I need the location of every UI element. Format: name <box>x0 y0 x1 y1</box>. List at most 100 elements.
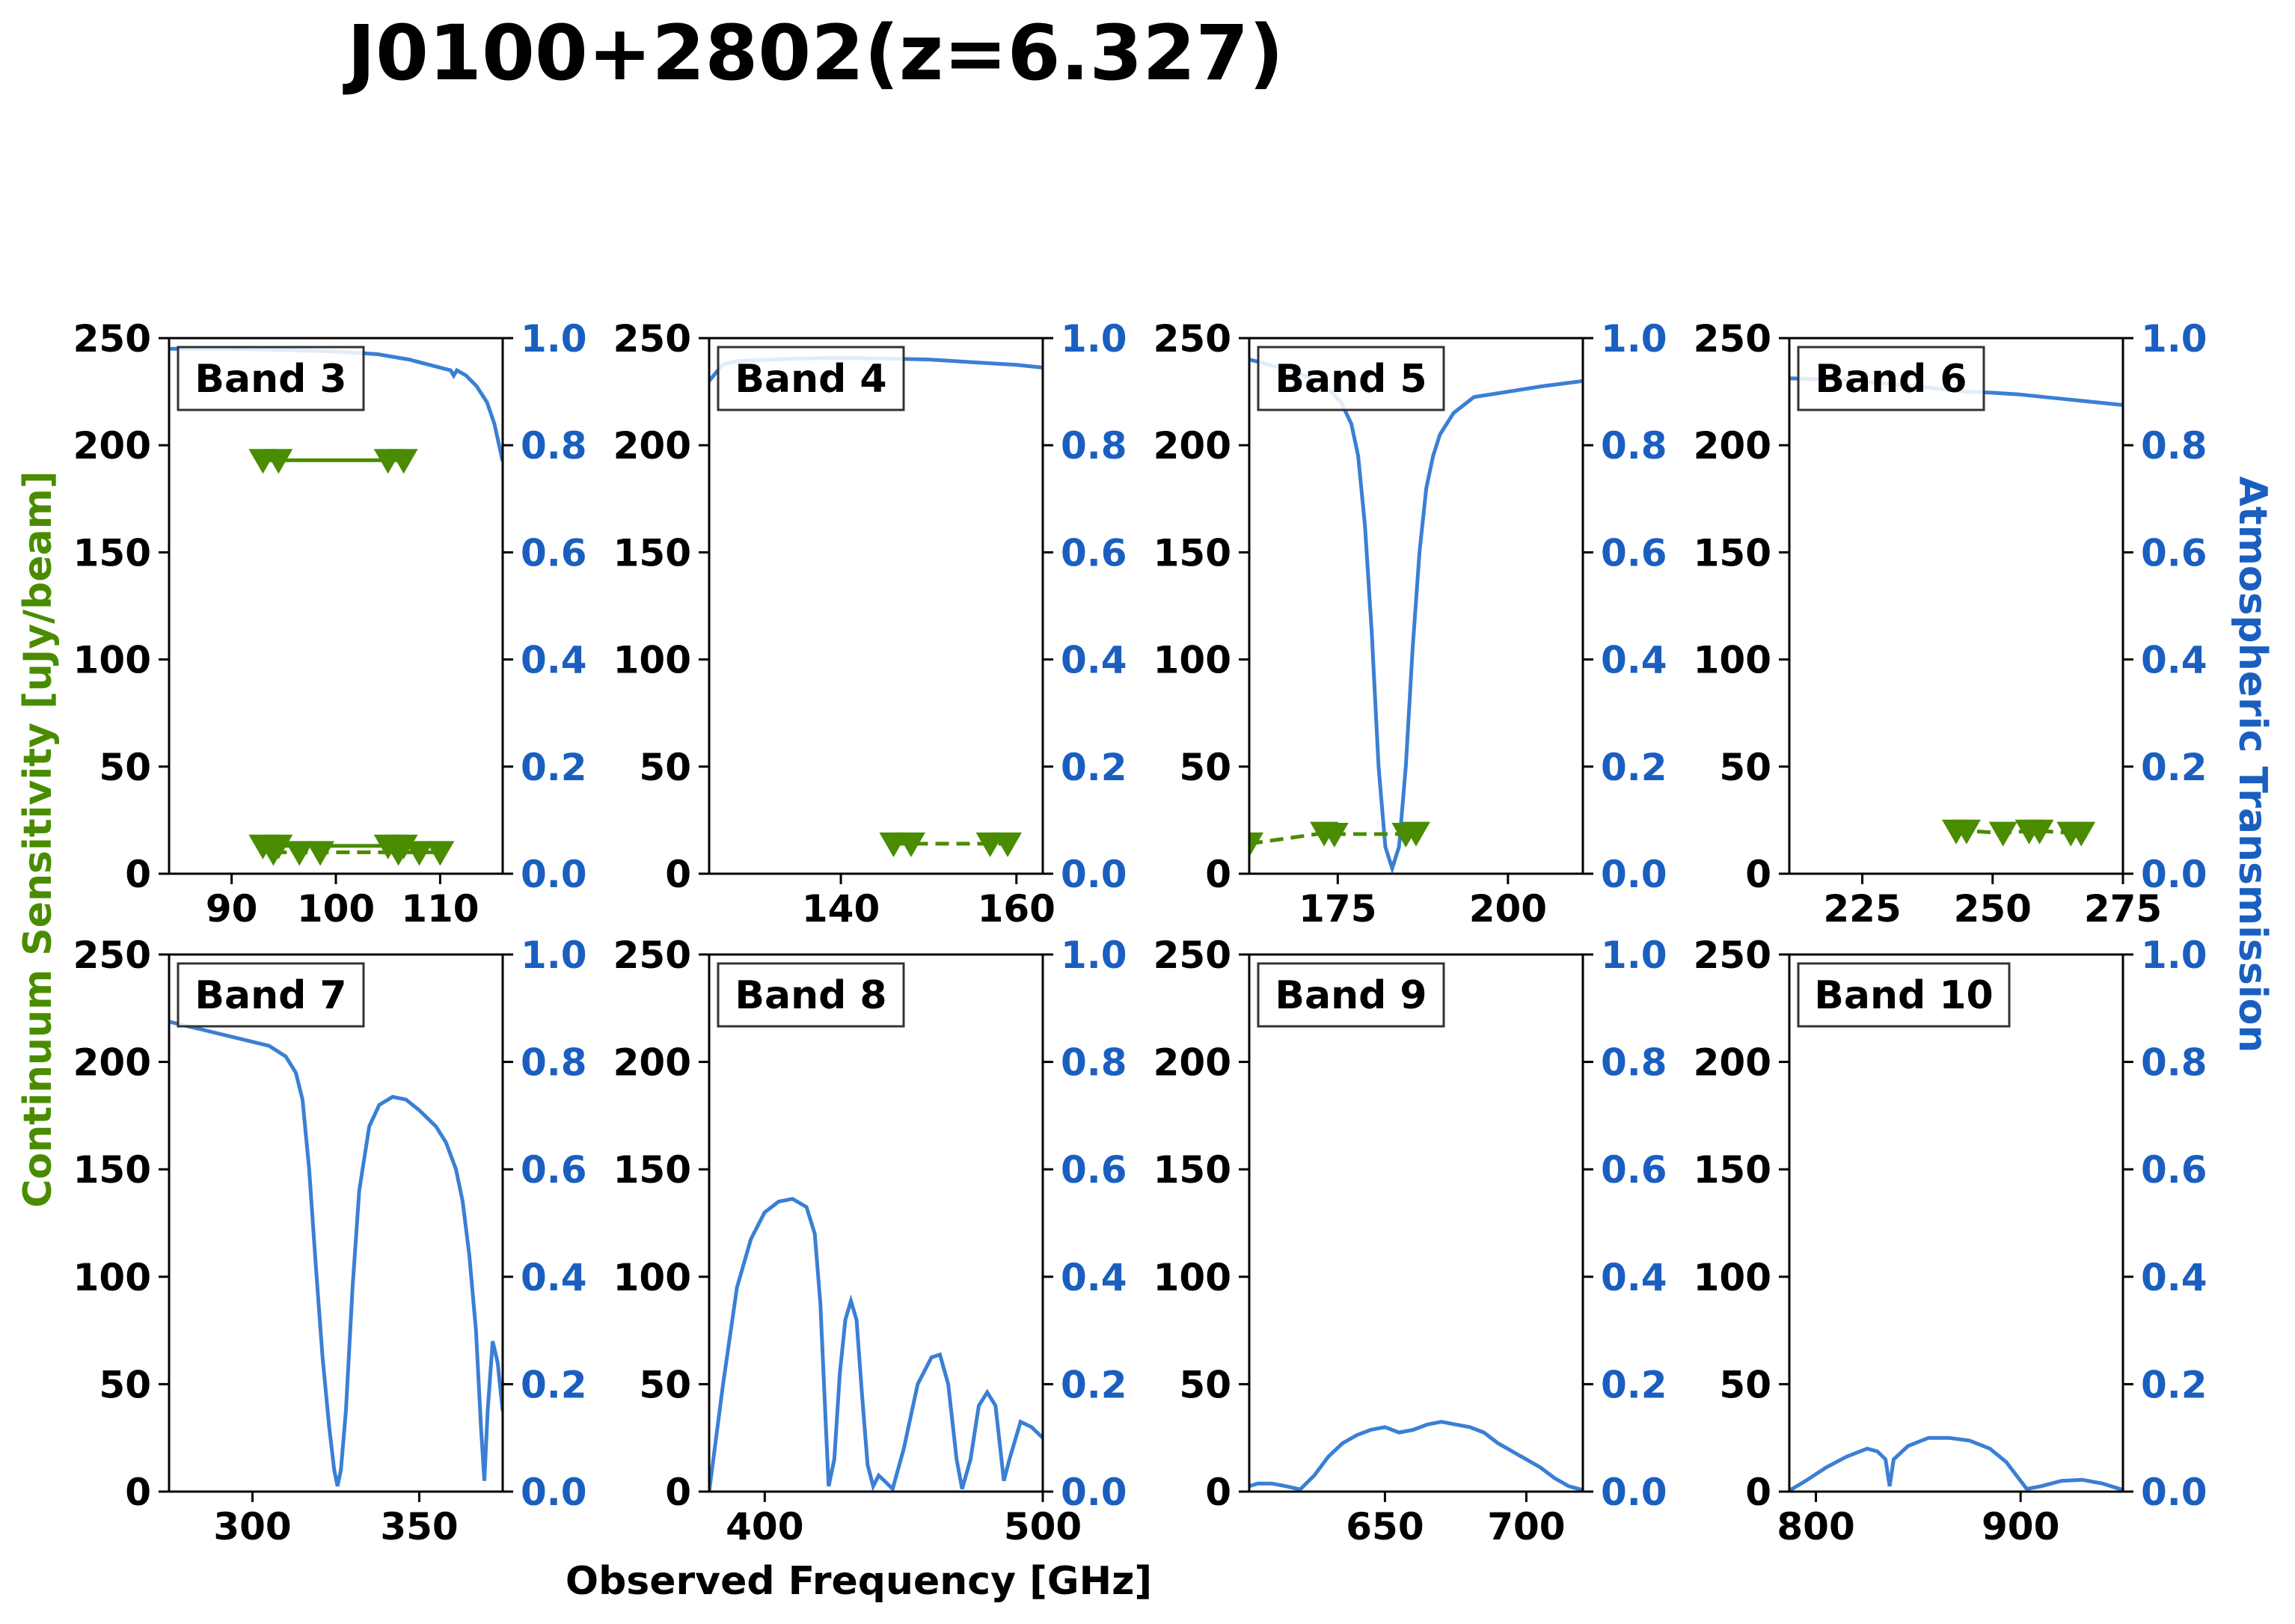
x-axis-label: Observed Frequency [GHz] <box>566 1559 1152 1604</box>
sensitivity-marker <box>384 841 413 866</box>
axes-frame <box>708 953 1044 1493</box>
y-tick-label: 100 <box>613 1256 691 1299</box>
panels: 0 50 100 150 200 250 0.0 0.2 0.4 0.6 0.8 1.0 90 100 11… <box>73 317 2207 1548</box>
axes-frame <box>708 337 1044 875</box>
y-tick-label: 50 <box>1179 1363 1231 1406</box>
y2-tick-label: 0.8 <box>1601 424 1667 468</box>
band-label: Band 4 <box>735 357 886 402</box>
sensitivity-marker <box>306 841 335 866</box>
y2-tick-label: 0.8 <box>2141 1041 2207 1085</box>
y2-tick-label: 0.4 <box>2141 639 2207 682</box>
panel-1: 0 50 100 150 200 250 0.0 0.2 0.4 0.6 0.8 1.0 90 100 11… <box>73 317 587 931</box>
y-tick-label: 150 <box>1694 1148 1771 1192</box>
y2-tick-label: 0.6 <box>521 1148 587 1192</box>
panel-6: 0 50 100 150 200 250 0.0 0.2 0.4 0.6 0.8 1.0 400 500 B… <box>613 934 1127 1548</box>
x-tick-label: 160 <box>978 887 1055 931</box>
sensitivity-marker <box>2067 821 2096 847</box>
sensitivity-marker <box>896 832 925 857</box>
band-label: Band 7 <box>194 973 346 1018</box>
y-tick-label: 100 <box>1153 639 1231 682</box>
x-tick-label: 300 <box>213 1505 291 1548</box>
y2-tick-label: 0.2 <box>2141 746 2207 789</box>
x-tick-label: 110 <box>401 887 479 931</box>
band-label-box <box>717 962 905 1028</box>
transmission-line <box>1249 358 1583 874</box>
y2-tick-label: 1.0 <box>2141 934 2207 977</box>
y-tick-label: 50 <box>639 1363 691 1406</box>
y2-tick-label: 0.0 <box>2141 853 2207 896</box>
y-tick-label: 0 <box>665 1471 691 1514</box>
panel-4: 0 50 100 150 200 250 0.0 0.2 0.4 0.6 0.8 1.0 225 250 2… <box>1694 317 2207 931</box>
y2-tick-label: 1.0 <box>1061 317 1127 361</box>
y-axis-label-right: Atmospheric Transmission <box>2230 477 2275 1053</box>
y-tick-label: 200 <box>613 424 691 468</box>
x-tick-label: 90 <box>206 887 258 931</box>
y2-tick-label: 0.2 <box>521 746 587 789</box>
y-axis-label-left: Continuum Sensitivity [uJy/beam] <box>16 471 61 1207</box>
y2-tick-label: 0.8 <box>521 424 587 468</box>
x-tick-label: 400 <box>726 1505 803 1548</box>
transmission-line <box>1249 1420 1583 1492</box>
y2-tick-label: 0.0 <box>1601 1471 1667 1514</box>
transmission-line <box>169 1020 503 1487</box>
y-tick-label: 150 <box>73 1148 151 1192</box>
y-tick-label: 0 <box>1745 853 1771 896</box>
y2-tick-label: 0.4 <box>1601 639 1667 682</box>
sensitivity-marker <box>1320 823 1349 848</box>
band-label-box <box>717 346 905 411</box>
y-tick-label: 250 <box>1694 934 1771 977</box>
y2-tick-label: 0.0 <box>521 1471 587 1514</box>
x-tick-label: 175 <box>1299 887 1376 931</box>
y2-tick-label: 0.2 <box>521 1363 587 1406</box>
y-tick-label: 100 <box>73 1256 151 1299</box>
y2-tick-label: 0.4 <box>1061 1256 1127 1299</box>
axes-frame <box>168 337 504 875</box>
sensitivity-marker <box>426 841 455 866</box>
y2-tick-label: 0.6 <box>521 531 587 574</box>
y2-tick-label: 1.0 <box>1601 934 1667 977</box>
y-tick-label: 200 <box>1694 1041 1771 1085</box>
y-tick-label: 200 <box>1694 424 1771 468</box>
y2-tick-label: 0.4 <box>1601 1256 1667 1299</box>
panel-7: 0 50 100 150 200 250 0.0 0.2 0.4 0.6 0.8 1.0 650 700 B… <box>1153 934 1667 1548</box>
y2-tick-label: 1.0 <box>2141 317 2207 361</box>
band-label: Band 8 <box>735 973 886 1018</box>
sensitivity-marker <box>285 841 314 866</box>
y-tick-label: 250 <box>73 934 151 977</box>
x-tick-label: 140 <box>802 887 880 931</box>
y2-tick-label: 1.0 <box>1061 934 1127 977</box>
y-tick-label: 100 <box>1694 639 1771 682</box>
y-tick-label: 0 <box>665 853 691 896</box>
sensitivity-marker <box>2025 819 2054 845</box>
y2-tick-label: 0.6 <box>1061 1148 1127 1192</box>
y-tick-label: 100 <box>73 639 151 682</box>
band-label: Band 5 <box>1275 357 1427 402</box>
y2-tick-label: 0.8 <box>1061 1041 1127 1085</box>
y-tick-label: 200 <box>73 424 151 468</box>
y-tick-label: 0 <box>1745 1471 1771 1514</box>
y2-tick-label: 0.6 <box>2141 531 2207 574</box>
panel-8: 0 50 100 150 200 250 0.0 0.2 0.4 0.6 0.8 1.0 800 900 B… <box>1694 934 2207 1548</box>
band-label-box <box>177 962 365 1028</box>
y2-tick-label: 0.4 <box>521 639 587 682</box>
x-tick-label: 350 <box>380 1505 458 1548</box>
y-tick-label: 200 <box>73 1041 151 1085</box>
y-tick-label: 150 <box>1694 531 1771 574</box>
band-label: Band 10 <box>1814 973 1993 1018</box>
y2-tick-label: 0.2 <box>1061 746 1127 789</box>
y-tick-label: 50 <box>1179 746 1231 789</box>
y-tick-label: 150 <box>1153 1148 1231 1192</box>
axes-frame <box>1248 337 1584 875</box>
axes-frame <box>168 953 504 1493</box>
y-tick-label: 0 <box>1205 1471 1231 1514</box>
transmission-line <box>709 1197 1043 1492</box>
axes-frame <box>1788 953 2124 1493</box>
y2-tick-label: 0.2 <box>1601 746 1667 789</box>
transmission-line <box>1789 1435 2123 1492</box>
y-tick-label: 50 <box>99 746 151 789</box>
sensitivity-marker <box>1249 832 1263 857</box>
x-tick-label: 275 <box>2084 887 2162 931</box>
y-tick-label: 150 <box>1153 531 1231 574</box>
y-tick-label: 250 <box>1153 317 1231 361</box>
